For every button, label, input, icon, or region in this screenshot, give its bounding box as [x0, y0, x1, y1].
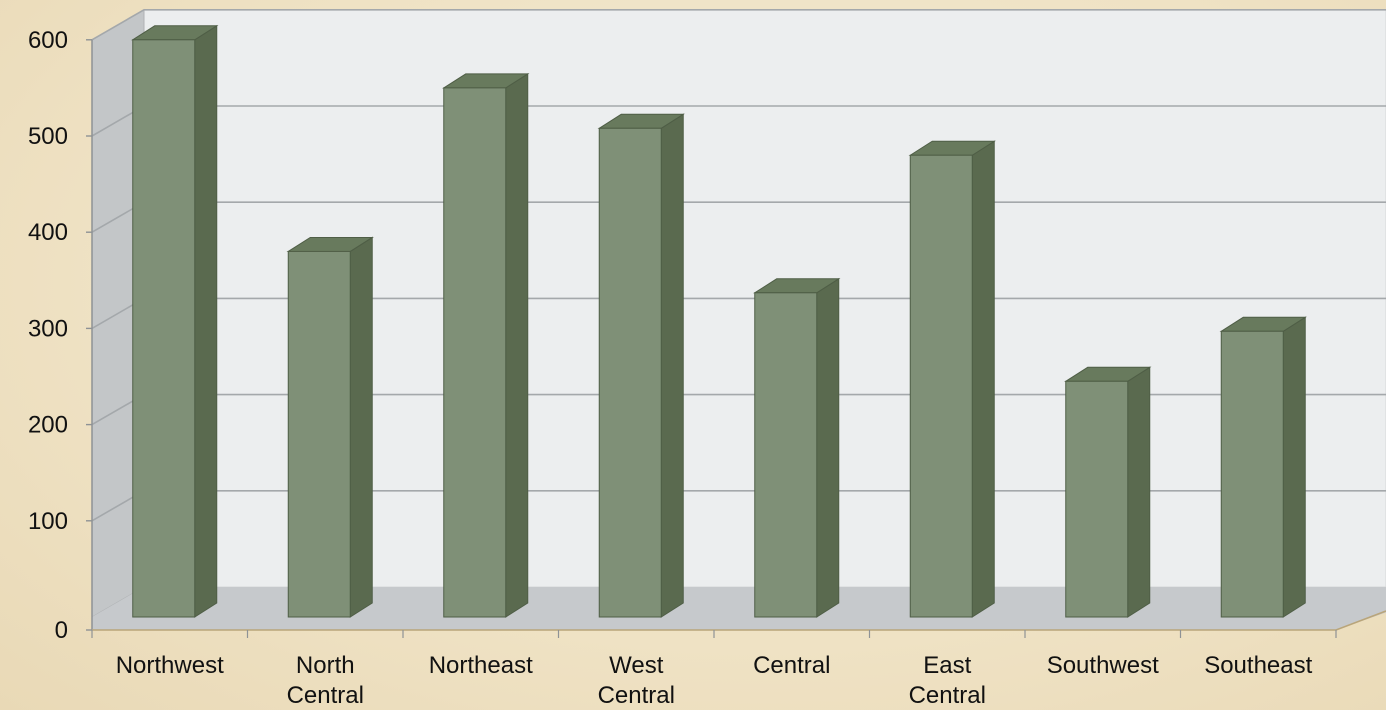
y-tick-label: 200 — [28, 412, 68, 439]
y-tick-label: 300 — [28, 315, 68, 342]
bar-side — [660, 113, 684, 618]
bar-front — [754, 292, 818, 618]
bar-front — [1220, 330, 1284, 618]
bar — [1064, 366, 1152, 618]
axes — [86, 39, 1386, 638]
bar-side — [816, 277, 840, 618]
bar-side — [1282, 316, 1306, 618]
bar — [597, 113, 685, 618]
bar — [908, 140, 996, 618]
x-tick-label: Southeast — [1204, 652, 1312, 679]
gridline — [91, 9, 1386, 41]
bar — [753, 277, 841, 618]
bar-front — [132, 39, 196, 618]
x-tick-labels: Northwest North Central Northeast West Centra… — [116, 652, 1313, 709]
bar-front — [909, 154, 973, 618]
bar-side — [505, 72, 529, 618]
bar-front — [443, 87, 507, 618]
bar-side — [971, 140, 995, 618]
bar — [442, 72, 530, 618]
x-tick-label: East Central — [909, 652, 986, 709]
bar-side — [349, 236, 373, 618]
x-tick-label: Central — [753, 652, 830, 679]
x-tick-label: West Central — [598, 652, 675, 709]
plot-walls — [91, 8, 1386, 630]
x-tick-label: Northeast — [429, 652, 533, 679]
bar-side — [1127, 366, 1151, 618]
y-tick-label: 500 — [28, 123, 68, 150]
bar-front — [598, 127, 662, 618]
bars — [131, 24, 1307, 618]
floor-front — [92, 617, 1336, 630]
x-tick-label: North Central — [287, 652, 364, 709]
x-tick-label: Southwest — [1047, 652, 1159, 679]
y-tick-label: 100 — [28, 508, 68, 535]
bar — [131, 24, 219, 618]
x-tick-label: Northwest — [116, 652, 224, 679]
y-tick-label: 400 — [28, 219, 68, 246]
bar-side — [194, 24, 218, 618]
bar — [1219, 316, 1307, 618]
y-tick-label: 600 — [28, 27, 68, 54]
y-tick-label: 0 — [55, 617, 68, 644]
bar-front — [287, 250, 351, 618]
y-tick-labels: 0 100 200 300 400 500 600 — [28, 27, 68, 644]
bar — [286, 236, 374, 618]
bar-front — [1065, 380, 1129, 618]
